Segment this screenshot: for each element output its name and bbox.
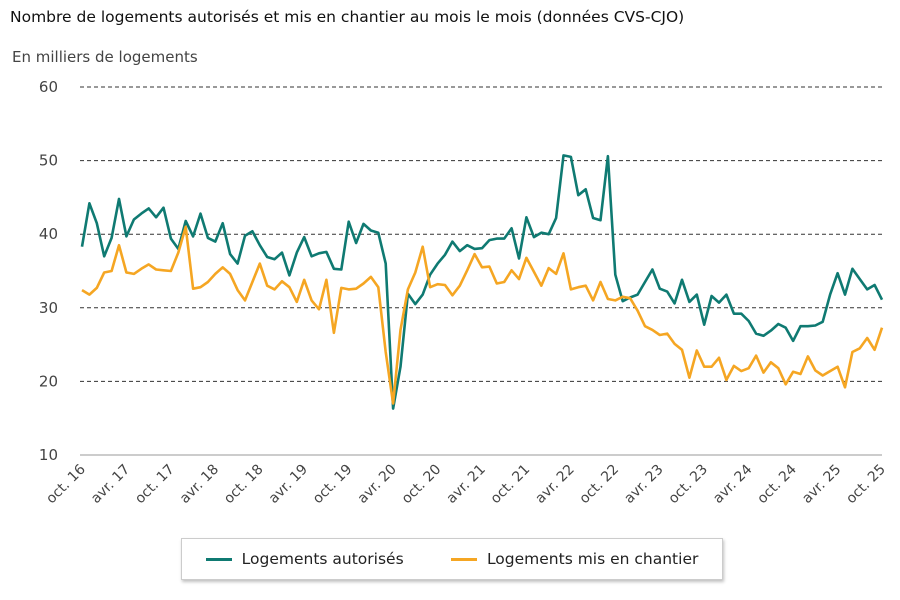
x-tick-label: oct. 20 — [399, 462, 445, 508]
x-tick-label: avr. 17 — [88, 462, 133, 507]
legend-label: Logements mis en chantier — [486, 550, 699, 568]
chart-title: Nombre de logements autorisés et mis en … — [10, 8, 685, 26]
x-tick-label: avr. 19 — [266, 462, 311, 507]
x-tick-label: oct. 17 — [132, 462, 178, 508]
x-tick-label: oct. 24 — [754, 461, 800, 507]
y-tick-label: 20 — [39, 372, 58, 390]
x-tick-label: avr. 23 — [621, 462, 666, 507]
y-tick-label: 60 — [39, 78, 58, 96]
legend-swatch — [205, 557, 232, 561]
y-tick-label: 50 — [39, 152, 58, 170]
x-tick-label: oct. 23 — [665, 462, 711, 508]
legend: Logements autorisés Logements mis en cha… — [181, 538, 723, 580]
x-tick-label: avr. 20 — [355, 462, 400, 507]
y-axis-label: En milliers de logements — [12, 48, 198, 66]
x-tick-label: avr. 25 — [799, 462, 844, 507]
x-tick-label: oct. 21 — [488, 462, 534, 508]
x-tick-label: oct. 16 — [43, 461, 89, 507]
x-tick-label: avr. 24 — [710, 461, 755, 506]
x-tick-label: avr. 21 — [444, 462, 489, 507]
y-tick-label: 10 — [39, 446, 58, 464]
y-tick-label: 40 — [39, 225, 58, 243]
x-tick-label: avr. 18 — [177, 462, 222, 507]
x-tick-label: oct. 25 — [843, 462, 889, 508]
y-tick-label: 30 — [39, 299, 58, 317]
legend-item-autorises[interactable]: Logements autorisés — [205, 550, 404, 568]
legend-swatch — [450, 557, 477, 561]
series-line-autorises — [80, 154, 884, 410]
x-tick-label: oct. 19 — [310, 462, 356, 508]
x-tick-label: oct. 18 — [221, 462, 267, 508]
series-line-mis-en-chantier — [81, 225, 884, 405]
x-tick-label: avr. 22 — [532, 462, 577, 507]
legend-item-chantier[interactable]: Logements mis en chantier — [450, 550, 699, 568]
x-tick-label: oct. 22 — [577, 462, 623, 508]
legend-label: Logements autorisés — [241, 550, 404, 568]
